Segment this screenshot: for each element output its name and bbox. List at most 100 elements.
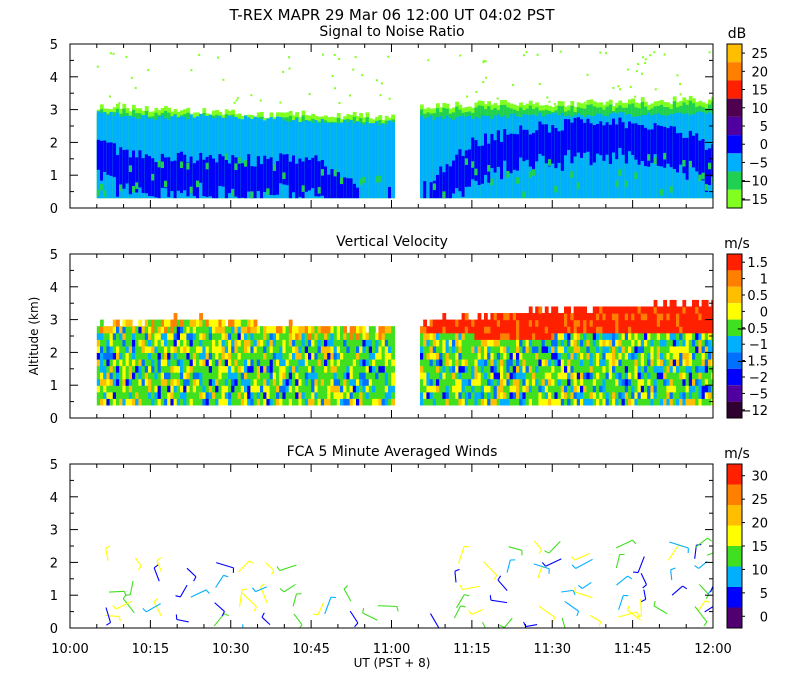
vv-cell xyxy=(551,345,555,353)
vv-cell xyxy=(605,326,610,334)
vv-cell xyxy=(515,365,520,373)
vv-cell xyxy=(237,326,242,334)
wind-barb-flag xyxy=(460,605,466,608)
vv-cell xyxy=(301,372,306,380)
vv-cell xyxy=(493,365,498,373)
vv-cell xyxy=(682,339,687,347)
vv-cell xyxy=(547,372,552,380)
snr-cell xyxy=(506,134,511,178)
vv-cell xyxy=(426,391,431,399)
vv-cell xyxy=(221,372,226,380)
vv-cell xyxy=(381,365,386,373)
vv-cell xyxy=(311,332,315,340)
vv-cell xyxy=(359,332,363,340)
vv-cell xyxy=(579,313,584,321)
vv-cell xyxy=(167,398,171,406)
vv-cell xyxy=(589,332,594,340)
vv-cell xyxy=(675,365,680,373)
vv-cell xyxy=(435,345,440,353)
vv-cell xyxy=(375,339,379,347)
vv-cell xyxy=(474,378,479,386)
vv-cell xyxy=(506,391,511,399)
vv-cell xyxy=(608,332,613,340)
vv-cell xyxy=(663,391,667,399)
vv-cell xyxy=(666,326,671,334)
vv-cell xyxy=(509,339,514,347)
vv-cell xyxy=(208,398,213,406)
snr-cell xyxy=(483,133,488,175)
snr-cell xyxy=(189,156,194,194)
vv-cell xyxy=(371,332,376,340)
vv-cell xyxy=(439,378,443,386)
vv-cell xyxy=(691,385,696,393)
vv-cell xyxy=(544,372,549,380)
vv-cell xyxy=(531,398,536,406)
vv-cell xyxy=(215,385,219,393)
snr-cell xyxy=(186,162,190,170)
snr-cell xyxy=(333,122,338,199)
vv-cell xyxy=(471,398,475,406)
snr-cell xyxy=(432,183,436,190)
colorbar-label: 0 xyxy=(760,610,768,625)
vv-cell xyxy=(640,398,645,406)
vv-cell xyxy=(698,306,703,314)
vv-cell xyxy=(509,332,514,340)
vv-cell xyxy=(503,378,507,386)
vv-cell xyxy=(247,398,251,406)
vv-cell xyxy=(595,398,600,406)
colorbar-swatch xyxy=(727,319,742,336)
vv-cell xyxy=(272,345,277,353)
vv-cell xyxy=(423,365,427,373)
vv-cell xyxy=(442,345,447,353)
vv-cell xyxy=(211,365,216,373)
vv-cell xyxy=(663,326,667,334)
vv-cell xyxy=(643,378,648,386)
colorbar-swatch xyxy=(727,546,742,567)
snr-cell xyxy=(605,122,610,155)
vv-cell xyxy=(499,332,504,340)
vv-cell xyxy=(298,345,303,353)
wind-barb xyxy=(669,541,689,549)
snr-cell xyxy=(275,116,280,199)
vv-cell xyxy=(477,358,482,367)
vv-cell xyxy=(531,385,536,393)
wind-barb-flag xyxy=(153,597,159,603)
vv-cell xyxy=(583,332,587,340)
vv-cell xyxy=(538,378,543,386)
vv-cell xyxy=(295,398,299,406)
wind-barb xyxy=(456,594,465,609)
vv-cell xyxy=(163,365,168,373)
vv-cell xyxy=(202,319,207,327)
vv-cell xyxy=(215,352,219,360)
vv-cell xyxy=(99,378,104,386)
vv-cell xyxy=(224,332,229,340)
vv-cell xyxy=(685,339,690,347)
vv-cell xyxy=(663,345,667,353)
vv-cell xyxy=(685,352,690,360)
vv-cell xyxy=(538,365,543,373)
vv-cell xyxy=(634,306,639,314)
wind-barb-flag xyxy=(279,588,285,593)
vv-cell xyxy=(480,358,485,367)
vv-cell xyxy=(663,319,667,327)
colorbar-label: −5 xyxy=(749,156,768,171)
wind-barb xyxy=(115,600,133,610)
vv-cell xyxy=(439,358,443,367)
vv-cell xyxy=(487,378,491,386)
vv-cell xyxy=(336,398,341,406)
vv-cell xyxy=(471,391,475,399)
vv-cell xyxy=(359,326,363,334)
vv-cell xyxy=(647,398,651,406)
vv-cell xyxy=(647,385,651,393)
vv-cell xyxy=(269,345,274,353)
vv-cell xyxy=(704,299,709,308)
vv-cell xyxy=(554,352,559,360)
vv-cell xyxy=(557,391,562,399)
snr-cell xyxy=(477,146,482,186)
vv-cell xyxy=(602,372,607,380)
vv-cell xyxy=(551,319,555,327)
vv-cell xyxy=(298,358,303,367)
vv-cell xyxy=(167,319,171,327)
vv-cell xyxy=(570,313,575,321)
vv-cell xyxy=(307,326,312,334)
